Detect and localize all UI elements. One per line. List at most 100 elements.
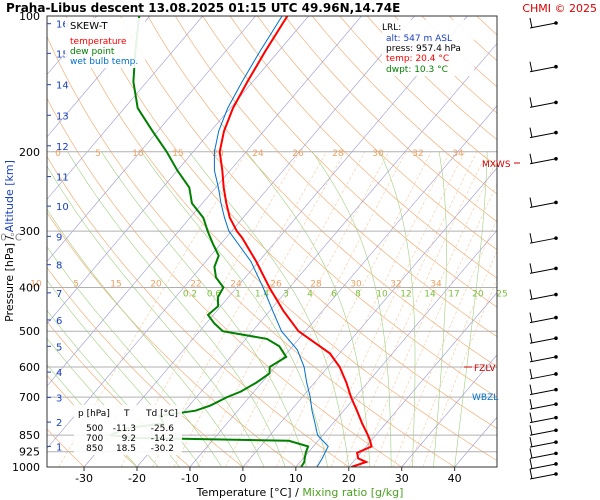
dry-adiabat-label: -10 °C xyxy=(0,233,22,244)
wind-barb-feather xyxy=(529,263,533,274)
wind-barb-feather xyxy=(529,425,533,436)
x-axis-title-mixing: Mixing ratio [g/kg] xyxy=(302,486,403,499)
table-cell: -25.6 xyxy=(151,424,175,434)
mixing-ratio-label: 20 xyxy=(212,149,224,159)
wind-barb-feather xyxy=(529,17,533,29)
mixing-ratio-label: 1.4 xyxy=(255,289,270,299)
y-axis-title-separator: / xyxy=(3,235,16,239)
mixing-ratio-label: 10 xyxy=(376,289,388,299)
wind-barb-dot xyxy=(554,462,558,466)
level-table: p [hPa] T Td [°C] 500 -11.3 -25.6 700 9.… xyxy=(74,405,182,455)
wind-barb-feather xyxy=(529,61,533,72)
wind-barb xyxy=(529,452,557,459)
table-cell: 18.5 xyxy=(116,444,136,454)
altitude-tick-label: 14 xyxy=(56,81,69,92)
series-temperature xyxy=(218,16,373,467)
wind-barb-feather xyxy=(529,412,533,423)
wbzl-marker: WBZL xyxy=(472,393,498,403)
isotherm xyxy=(47,16,362,387)
x-axis-title-temperature: Temperature [°C] xyxy=(196,486,292,499)
table-header-p: p [hPa] xyxy=(78,409,110,419)
chart-title: Praha-Libus descent 13.08.2025 01:15 UTC… xyxy=(6,1,400,15)
x-tick-label: 40 xyxy=(448,472,462,485)
wind-barb xyxy=(529,417,557,424)
pressure-tick-label: 925 xyxy=(19,446,40,459)
mixing-ratio-label: 26 xyxy=(270,280,282,290)
y-axis-title-pressure: Pressure [hPa] xyxy=(3,243,16,322)
wind-barb xyxy=(529,158,557,165)
wind-barb-feather xyxy=(529,458,533,470)
x-tick-label: 0 xyxy=(239,472,246,485)
wind-barb-dot xyxy=(554,156,558,161)
mixing-ratio-label: 3 xyxy=(283,289,289,299)
isotherm xyxy=(242,167,497,467)
mixing-ratio-label: 20 xyxy=(150,280,162,290)
wind-barb xyxy=(529,373,557,380)
wind-barb-dot xyxy=(554,292,558,297)
dry-adiabat xyxy=(175,16,497,338)
wind-barb-dot xyxy=(554,472,558,476)
table-cell: -11.3 xyxy=(113,424,136,434)
wind-barb-feather xyxy=(529,448,533,459)
legend-wet-bulb: wet bulb temp. xyxy=(70,57,138,67)
wind-barb xyxy=(529,22,557,29)
lrl-temp: temp: 20.4 °C xyxy=(386,54,449,64)
dry-adiabat xyxy=(229,16,497,279)
x-tick-label: -30 xyxy=(75,472,93,485)
wind-barb-feather xyxy=(529,368,533,380)
mixing-ratio-line xyxy=(373,183,497,467)
pressure-tick-label: 600 xyxy=(19,361,40,374)
wind-barb-feather xyxy=(529,197,533,208)
mixing-ratio-label: 26 xyxy=(292,149,304,159)
mixing-ratio-label: 30 xyxy=(350,280,362,290)
mixing-ratio-label: 0 xyxy=(55,149,61,159)
altitude-tick-label: 6 xyxy=(56,316,62,327)
altitude-tick-label: 1 xyxy=(56,442,62,453)
mixing-ratio-label: 15 xyxy=(172,149,183,159)
altitude-tick-label: 16 xyxy=(56,20,69,31)
wind-barb-feather xyxy=(529,399,533,410)
isotherm xyxy=(47,16,203,200)
mixing-ratio-label: 32 xyxy=(390,280,401,290)
wind-barb-feather xyxy=(529,351,533,363)
wind-barb-dot xyxy=(554,402,558,406)
legend-title: SKEW-T xyxy=(70,21,108,32)
table-header-td: Td [°C] xyxy=(145,409,178,419)
x-tick-label: 10 xyxy=(289,472,303,485)
isotherm xyxy=(47,16,415,449)
mixing-ratio-label: 24 xyxy=(252,149,264,159)
wind-barb xyxy=(529,463,557,470)
altitude-tick-label: 12 xyxy=(56,142,69,153)
wind-barb-dot xyxy=(554,355,558,359)
pressure-tick-label: 700 xyxy=(19,391,40,404)
wind-barb-dot xyxy=(554,200,558,205)
pressure-tick-label: 850 xyxy=(19,429,40,442)
wind-barb xyxy=(529,66,557,73)
pressure-tick-label: 300 xyxy=(19,225,40,238)
wind-barb xyxy=(529,132,557,139)
mixing-ratio-label: 10 xyxy=(132,149,144,159)
isotherm xyxy=(47,16,309,325)
table-cell: -30.2 xyxy=(151,444,174,454)
wind-barb xyxy=(529,201,557,208)
wind-barb xyxy=(529,356,557,363)
mixing-ratio-label: 12 xyxy=(400,289,411,299)
mixing-ratio-label: 6 xyxy=(331,289,337,299)
dry-adiabat xyxy=(284,16,497,223)
table-cell: 700 xyxy=(86,434,103,444)
wind-barb-feather xyxy=(529,153,533,164)
wind-barb-dot xyxy=(554,130,558,135)
mixing-ratio-label: 10 xyxy=(30,280,42,290)
wind-barb xyxy=(529,473,557,480)
mixing-ratio-label: 24 xyxy=(230,280,242,290)
dry-adiabat xyxy=(120,16,497,398)
table-cell: -14.2 xyxy=(151,434,174,444)
mixing-ratio-label: 15 xyxy=(110,280,121,290)
wind-barb-dot xyxy=(554,428,558,433)
pressure-tick-label: 400 xyxy=(19,282,40,295)
mixing-ratio-label: 5 xyxy=(95,149,101,159)
table-cell: 850 xyxy=(86,444,103,454)
wind-barb-dot xyxy=(554,100,558,105)
pressure-tick-label: 500 xyxy=(19,325,40,338)
